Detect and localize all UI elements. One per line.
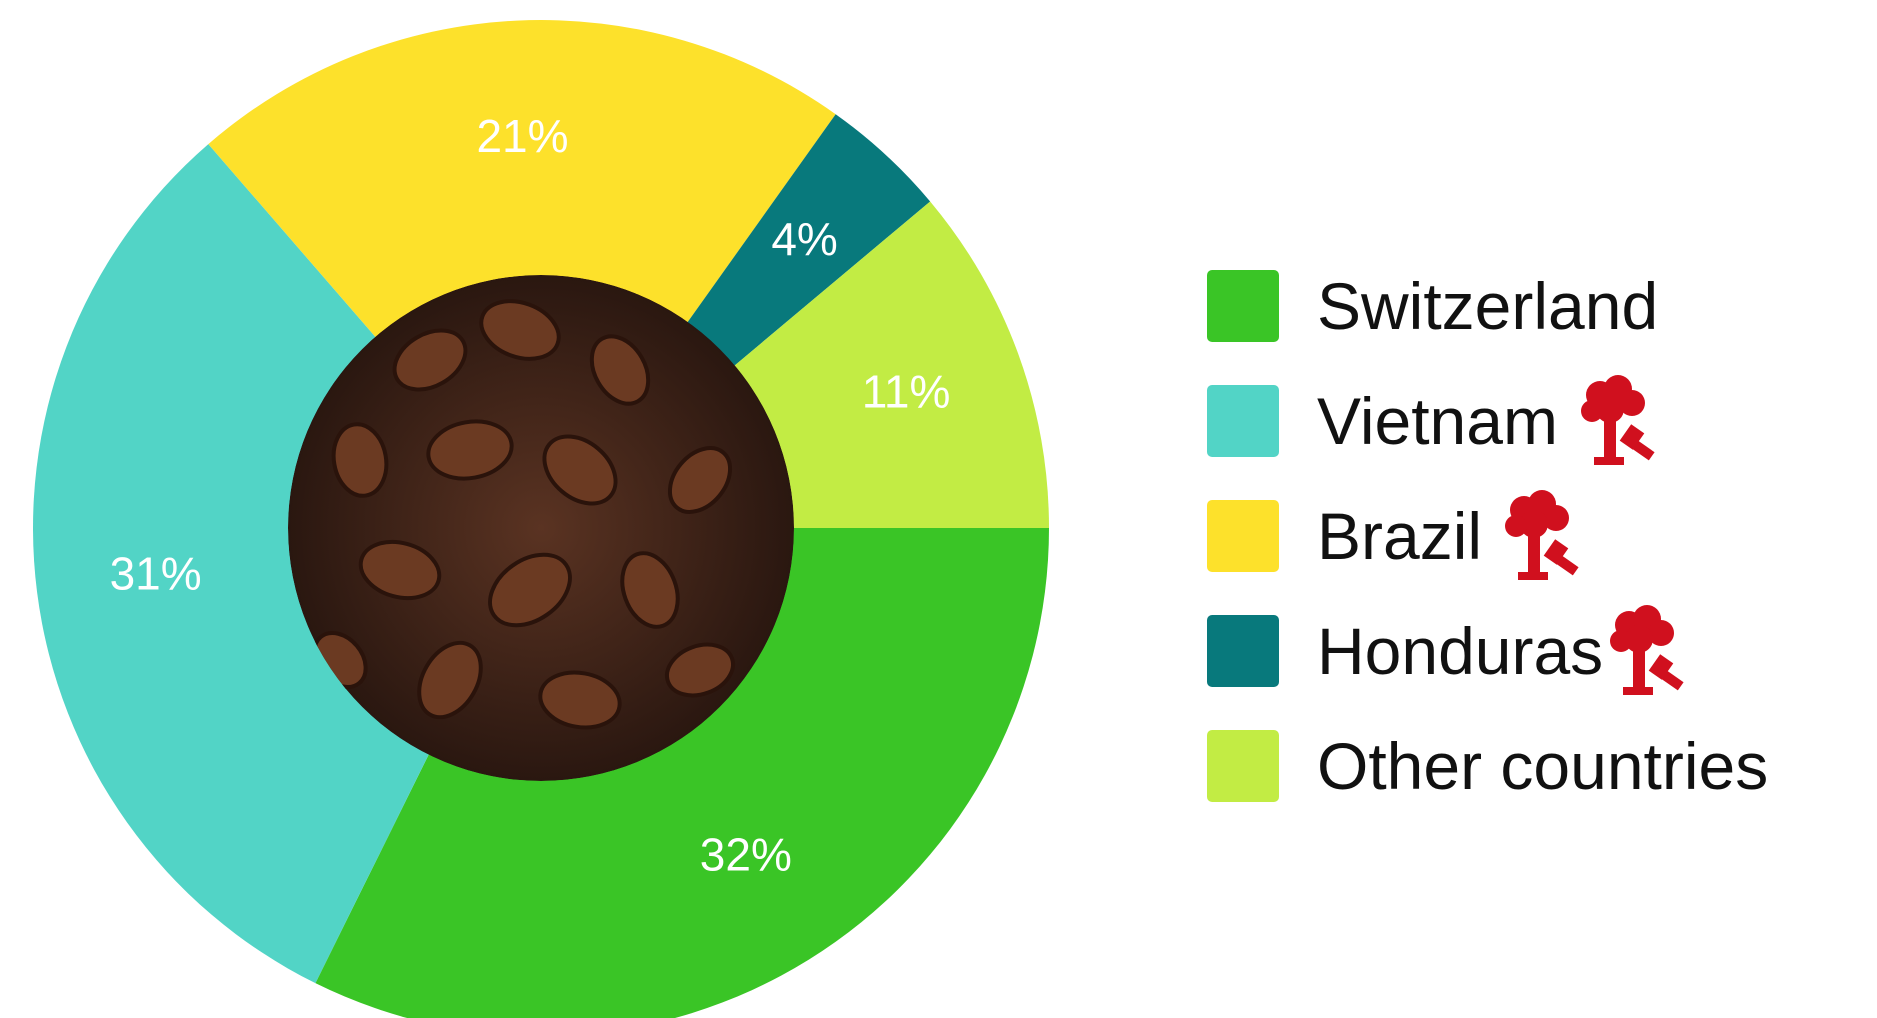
legend-item: Honduras [1207,593,1768,708]
chart: 32% 31% 21% 4% 11% [33,19,1049,1018]
value-label: 32% [700,828,792,880]
coffee-image [288,275,794,781]
legend-item: Switzerland [1207,248,1768,363]
legend-swatch [1207,269,1279,342]
deforestation-icon [1580,374,1655,465]
legend-label: Other countries [1317,728,1769,803]
value-label: 4% [771,213,837,265]
legend-label: Vietnam [1317,383,1558,458]
legend-swatch [1207,729,1279,802]
donut-slice [33,144,541,984]
legend-item: Vietnam [1207,363,1768,478]
value-label: 11% [862,365,951,417]
legend-item: Brazil [1207,478,1768,593]
value-label: 31% [110,547,202,599]
value-label: 21% [476,110,568,162]
legend-item: Other countries [1207,708,1768,823]
legend: Switzerland Vietnam Brazil Honduras Othe… [1207,248,1768,823]
donut-slice [208,19,836,529]
legend-label: Switzerland [1317,268,1659,343]
deforestation-icon [1505,489,1579,580]
legend-swatch [1207,499,1279,572]
legend-label: Honduras [1317,613,1604,688]
legend-swatch [1207,614,1279,687]
legend-label: Brazil [1317,498,1483,573]
legend-swatch [1207,384,1279,457]
deforestation-icon [1610,604,1684,695]
